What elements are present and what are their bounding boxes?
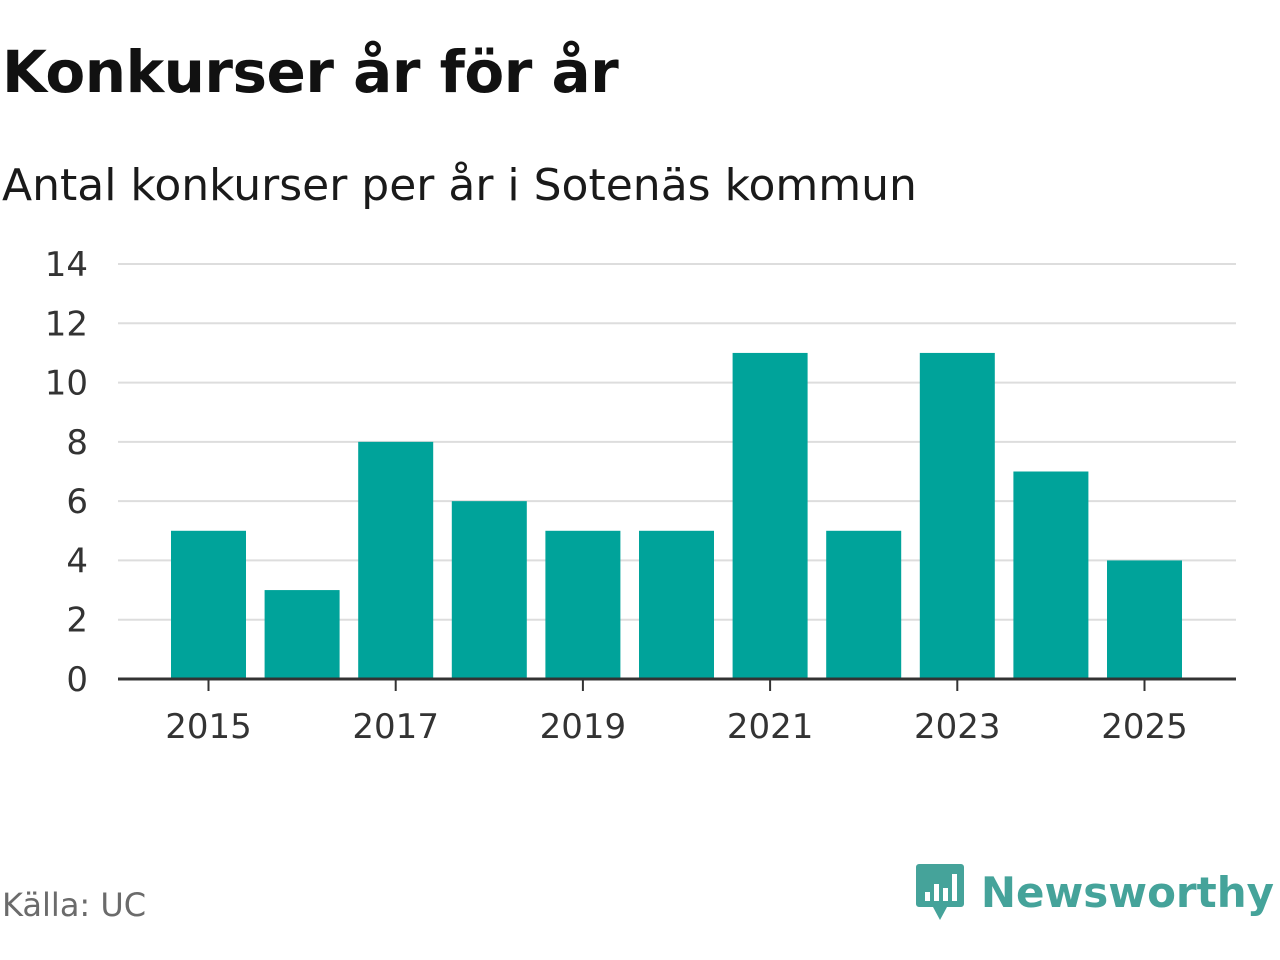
x-tick-label-2015: 2015 [165, 707, 252, 747]
bar-2021 [732, 352, 808, 679]
y-tick-label-14: 14 [45, 245, 88, 285]
bars [171, 352, 1182, 679]
bar-2024 [1013, 471, 1089, 679]
source-note: Källa: UC [2, 886, 147, 924]
x-tick-label-2017: 2017 [352, 707, 439, 747]
bar-2025 [1107, 560, 1182, 679]
chart-title: Konkurser år för år [2, 38, 619, 106]
bar-2016 [264, 590, 340, 679]
y-tick-label-0: 0 [66, 660, 88, 700]
bar-2018 [451, 501, 527, 679]
bar-2019 [545, 530, 621, 679]
y-tick-label-6: 6 [66, 482, 88, 522]
newsworthy-logo-icon [915, 864, 964, 920]
x-tick-label-2025: 2025 [1101, 707, 1188, 747]
y-tick-label-8: 8 [66, 423, 88, 463]
bar-2017 [358, 441, 434, 679]
x-tick-label-2021: 2021 [727, 707, 814, 747]
brand-name: Newsworthy [980, 867, 1274, 917]
x-tick-label-2023: 2023 [914, 707, 1001, 747]
y-tick-label-4: 4 [66, 541, 88, 581]
brand-logo: Newsworthy [915, 862, 1274, 922]
bar-2022 [826, 530, 902, 679]
tick-labels: 0 2 4 6 8 10 12 14 2015 2017 2019 2021 2023 2025 [45, 245, 1188, 747]
bar-2020 [639, 530, 714, 679]
y-tick-label-12: 12 [45, 304, 88, 344]
bar-2023 [919, 352, 995, 679]
chart-subtitle: Antal konkurser per år i Sotenäs kommun [2, 160, 917, 211]
axes [118, 677, 1236, 691]
y-tick-label-10: 10 [45, 364, 88, 404]
x-tick-label-2019: 2019 [540, 707, 627, 747]
bar-2015 [171, 530, 246, 679]
y-tick-label-2: 2 [66, 601, 88, 641]
